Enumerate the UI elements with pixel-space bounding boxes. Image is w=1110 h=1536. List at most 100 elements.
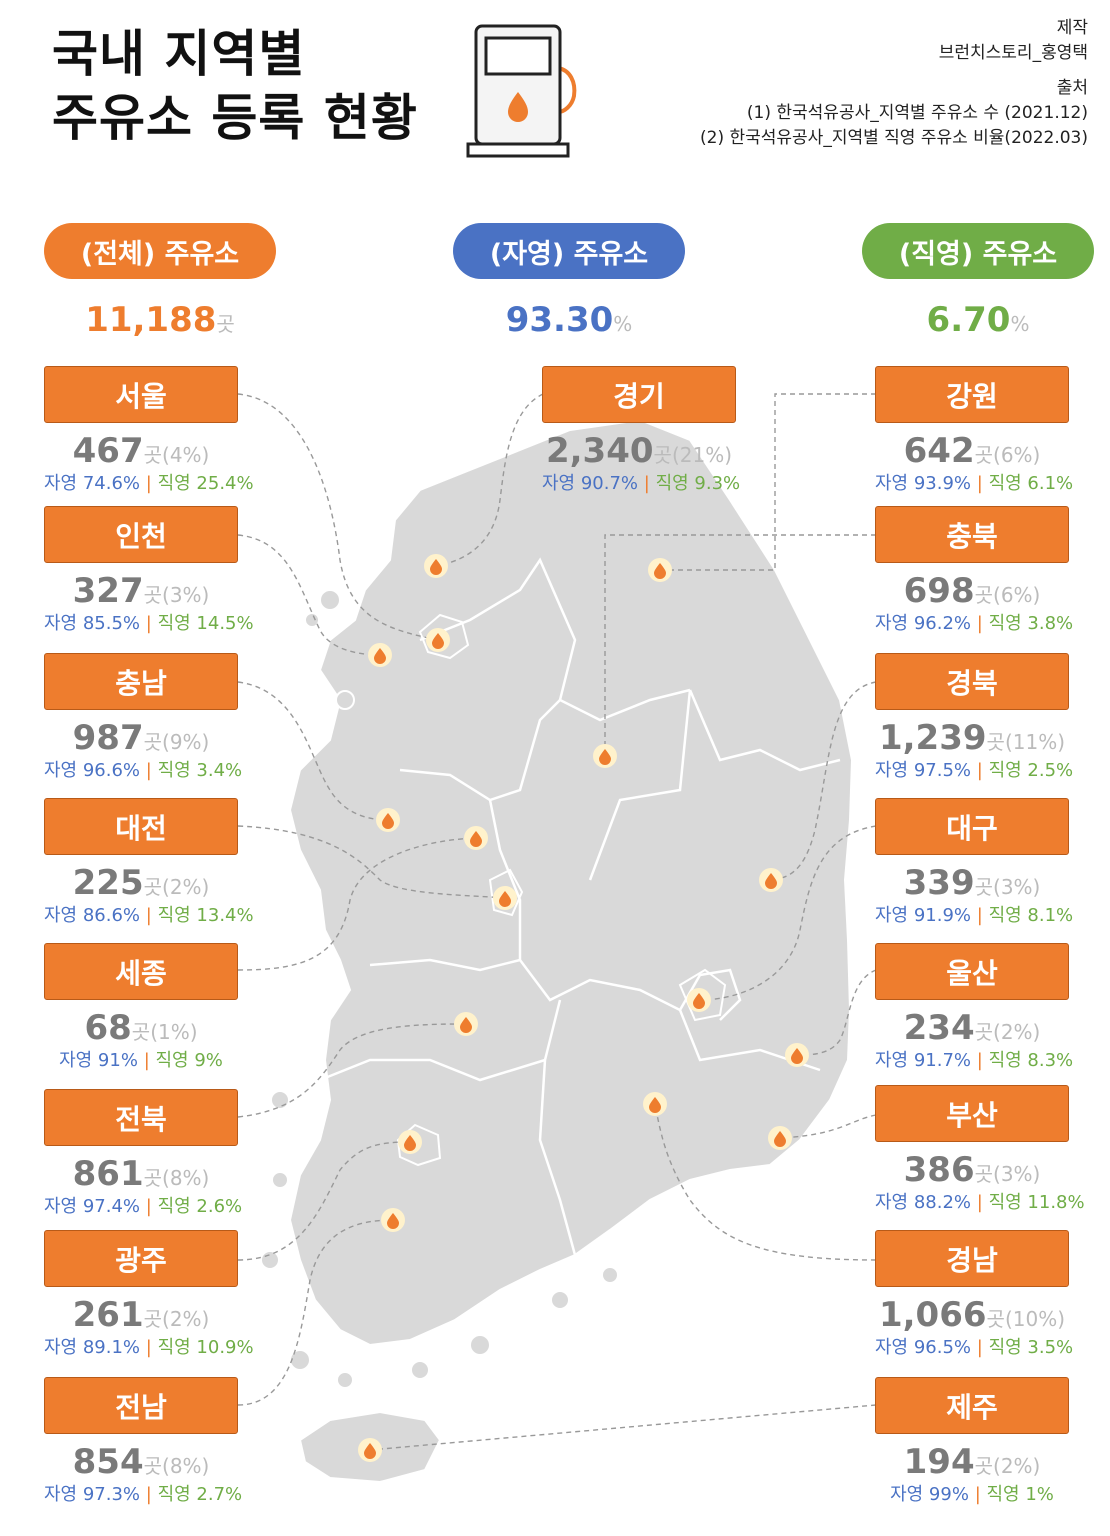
region-direct: 직영 2.6% bbox=[157, 1196, 243, 1217]
region-count: 386곳(3%) bbox=[875, 1150, 1069, 1190]
region-count: 339 bbox=[903, 863, 975, 903]
summary-direct-unit: % bbox=[1010, 312, 1030, 336]
region-label: 충북 bbox=[875, 506, 1069, 563]
region-name: 경북 bbox=[946, 666, 998, 700]
region-separator: | bbox=[976, 1050, 983, 1071]
region-separator: | bbox=[643, 473, 650, 494]
region-name: 제주 bbox=[946, 1390, 998, 1424]
region-unit: 곳 bbox=[974, 583, 994, 607]
region-unit: 곳 bbox=[653, 443, 672, 467]
region-unit: 곳 bbox=[143, 1307, 163, 1331]
region-name: 울산 bbox=[946, 956, 998, 990]
region-split: 자영 97.3% | 직영 2.7% bbox=[44, 1480, 242, 1506]
region-unit: 곳 bbox=[974, 875, 994, 899]
region-share: (10%) bbox=[1004, 1307, 1065, 1331]
region-separator: | bbox=[145, 1196, 152, 1217]
region-unit: 곳 bbox=[986, 730, 1005, 754]
region-self: 자영 91.7% bbox=[875, 1050, 972, 1071]
region-label: 울산 bbox=[875, 943, 1069, 1000]
region-label: 세종 bbox=[44, 943, 238, 1000]
region-share: (21%) bbox=[671, 443, 732, 467]
region-count: 1,239곳(11%) bbox=[875, 718, 1069, 758]
region-share: (2%) bbox=[162, 1307, 210, 1331]
region-self: 자영 96.2% bbox=[875, 613, 972, 634]
region-name: 전남 bbox=[115, 1390, 167, 1424]
region-separator: | bbox=[976, 473, 983, 494]
region-direct: 직영 11.8% bbox=[988, 1192, 1085, 1213]
region-separator: | bbox=[976, 760, 983, 781]
region-label: 제주 bbox=[875, 1377, 1069, 1434]
mainland-shape bbox=[288, 418, 854, 1347]
region-card-0: 서울 467곳(4%) 자영 74.6% | 직영 25.4% bbox=[44, 366, 254, 495]
region-unit: 곳 bbox=[143, 443, 163, 467]
region-separator: | bbox=[145, 1337, 152, 1358]
region-count: 467 bbox=[72, 431, 144, 471]
region-share: (9%) bbox=[162, 730, 210, 754]
summary-self-number: 93.30 bbox=[505, 300, 614, 340]
region-share: (6%) bbox=[993, 443, 1041, 467]
region-unit: 곳 bbox=[986, 1307, 1005, 1331]
page-title: 국내 지역별 주유소 등록 현황 bbox=[52, 22, 418, 150]
region-direct: 직영 14.5% bbox=[157, 613, 254, 634]
summary-self-pill: (자영) 주유소 bbox=[453, 223, 685, 279]
region-separator: | bbox=[976, 1337, 983, 1358]
region-label: 대구 bbox=[875, 798, 1069, 855]
region-card-1: 인천 327곳(3%) 자영 85.5% | 직영 14.5% bbox=[44, 506, 254, 635]
region-self: 자영 96.6% bbox=[44, 760, 141, 781]
region-label: 부산 bbox=[875, 1085, 1069, 1142]
region-label: 경기 bbox=[542, 366, 736, 423]
region-direct: 직영 3.4% bbox=[157, 760, 243, 781]
summary-total-pill: (전체) 주유소 bbox=[44, 223, 276, 279]
region-count: 225곳(2%) bbox=[44, 863, 238, 903]
region-unit: 곳 bbox=[143, 1454, 163, 1478]
region-share: (3%) bbox=[162, 583, 210, 607]
region-count: 68 bbox=[84, 1008, 132, 1048]
region-self: 자영 89.1% bbox=[44, 1337, 141, 1358]
region-name: 충남 bbox=[115, 666, 167, 700]
region-count: 327곳(3%) bbox=[44, 571, 238, 611]
region-count: 987 bbox=[72, 718, 144, 758]
region-label: 광주 bbox=[44, 1230, 238, 1287]
region-direct: 직영 8.1% bbox=[988, 905, 1074, 926]
region-separator: | bbox=[976, 613, 983, 634]
region-direct: 직영 1% bbox=[986, 1484, 1054, 1505]
region-label: 서울 bbox=[44, 366, 238, 423]
region-share: (8%) bbox=[162, 1166, 210, 1190]
region-split: 자영 91.7% | 직영 8.3% bbox=[875, 1046, 1073, 1072]
region-direct: 직영 3.8% bbox=[988, 613, 1074, 634]
region-direct: 직영 25.4% bbox=[157, 473, 254, 494]
region-name: 인천 bbox=[115, 519, 167, 553]
region-unit: 곳 bbox=[974, 1020, 994, 1044]
region-label: 경북 bbox=[875, 653, 1069, 710]
region-count: 854곳(8%) bbox=[44, 1442, 238, 1482]
region-count: 1,066곳(10%) bbox=[875, 1295, 1069, 1335]
region-unit: 곳 bbox=[131, 1020, 151, 1044]
region-count: 2,340곳(21%) bbox=[542, 431, 736, 471]
region-name: 전북 bbox=[115, 1102, 167, 1136]
region-unit: 곳 bbox=[143, 583, 163, 607]
region-self: 자영 91.9% bbox=[875, 905, 972, 926]
region-card-12: 대구 339곳(3%) 자영 91.9% | 직영 8.1% bbox=[875, 798, 1073, 927]
region-share: (4%) bbox=[162, 443, 210, 467]
region-card-2: 충남 987곳(9%) 자영 96.6% | 직영 3.4% bbox=[44, 653, 242, 782]
region-count: 861곳(8%) bbox=[44, 1154, 238, 1194]
region-unit: 곳 bbox=[974, 1454, 994, 1478]
region-self: 자영 97.3% bbox=[44, 1484, 141, 1505]
region-label: 전북 bbox=[44, 1089, 238, 1146]
region-count: 861 bbox=[72, 1154, 144, 1194]
region-direct: 직영 9% bbox=[155, 1050, 223, 1071]
region-share: (3%) bbox=[993, 1162, 1041, 1186]
region-count: 2,340 bbox=[545, 431, 654, 471]
region-separator: | bbox=[974, 1484, 981, 1505]
region-split: 자영 99% | 직영 1% bbox=[875, 1480, 1069, 1506]
region-name: 경기 bbox=[613, 379, 665, 413]
region-self: 자영 99% bbox=[890, 1484, 969, 1505]
region-card-16: 제주 194곳(2%) 자영 99% | 직영 1% bbox=[875, 1377, 1069, 1506]
region-name: 강원 bbox=[946, 379, 998, 413]
region-count: 234곳(2%) bbox=[875, 1008, 1069, 1048]
region-separator: | bbox=[145, 905, 152, 926]
summary-direct-pill: (직영) 주유소 bbox=[862, 223, 1094, 279]
region-card-5: 전북 861곳(8%) 자영 97.4% | 직영 2.6% bbox=[44, 1089, 242, 1218]
region-count: 261곳(2%) bbox=[44, 1295, 238, 1335]
